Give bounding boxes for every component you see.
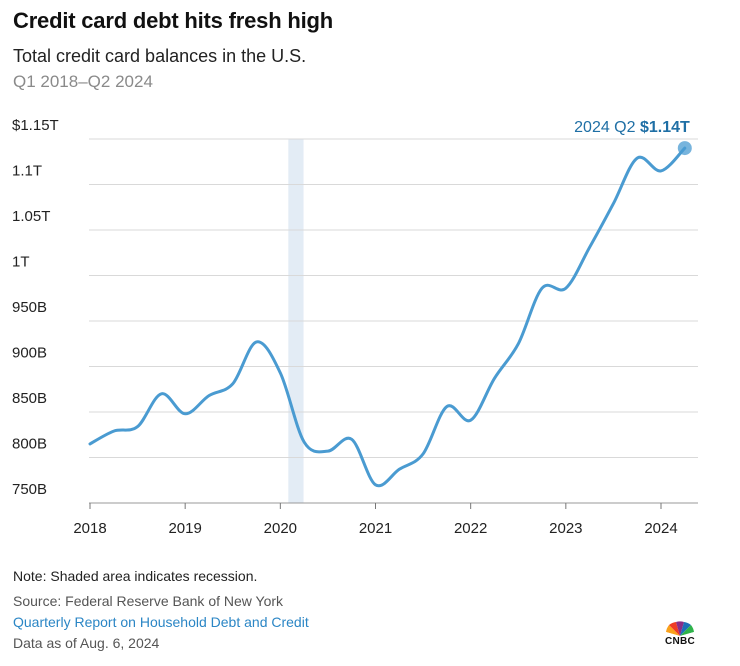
x-tick-label: 2022: [454, 520, 487, 537]
cnbc-peacock-logo-icon: [665, 621, 695, 636]
x-tick-label: 2020: [264, 520, 297, 537]
x-tick-label: 2018: [73, 520, 106, 537]
annotation-period: 2024 Q2: [574, 119, 640, 136]
source-text: Source: Federal Reserve Bank of New York: [13, 593, 284, 609]
y-tick-label: 800B: [12, 436, 47, 453]
y-tick-label: 850B: [12, 390, 47, 407]
footnote-recession: Note: Shaded area indicates recession.: [13, 568, 258, 584]
y-tick-label: 1.1T: [12, 163, 42, 180]
x-tick-label: 2023: [549, 520, 582, 537]
y-tick-label: 900B: [12, 345, 47, 362]
y-tick-label: 750B: [12, 481, 47, 498]
data-as-of: Data as of Aug. 6, 2024: [13, 635, 160, 651]
y-tick-label: 1.05T: [12, 208, 50, 225]
chart-subtitle: Total credit card balances in the U.S.: [13, 46, 307, 66]
report-link[interactable]: Quarterly Report on Household Debt and C…: [13, 614, 309, 630]
chart-title: Credit card debt hits fresh high: [13, 8, 333, 33]
latest-value-annotation: 2024 Q2 $1.14T: [574, 119, 690, 136]
x-tick-label: 2021: [359, 520, 392, 537]
date-range: Q1 2018–Q2 2024: [13, 72, 153, 91]
line-chart: $1.15T 1.1T 1.05T 1T 950B 900B 850B 800B 750B 201…: [12, 117, 698, 537]
y-tick-label: $1.15T: [12, 117, 59, 134]
x-tick-label: 2024: [644, 520, 677, 537]
series-line: [88, 146, 687, 488]
latest-point-marker: [677, 141, 692, 156]
cnbc-logo-text: CNBC: [664, 636, 696, 647]
y-tick-label: 950B: [12, 299, 47, 316]
annotation-value: $1.14T: [640, 119, 690, 136]
x-tick-label: 2019: [168, 520, 201, 537]
y-tick-label: 1T: [12, 254, 30, 271]
